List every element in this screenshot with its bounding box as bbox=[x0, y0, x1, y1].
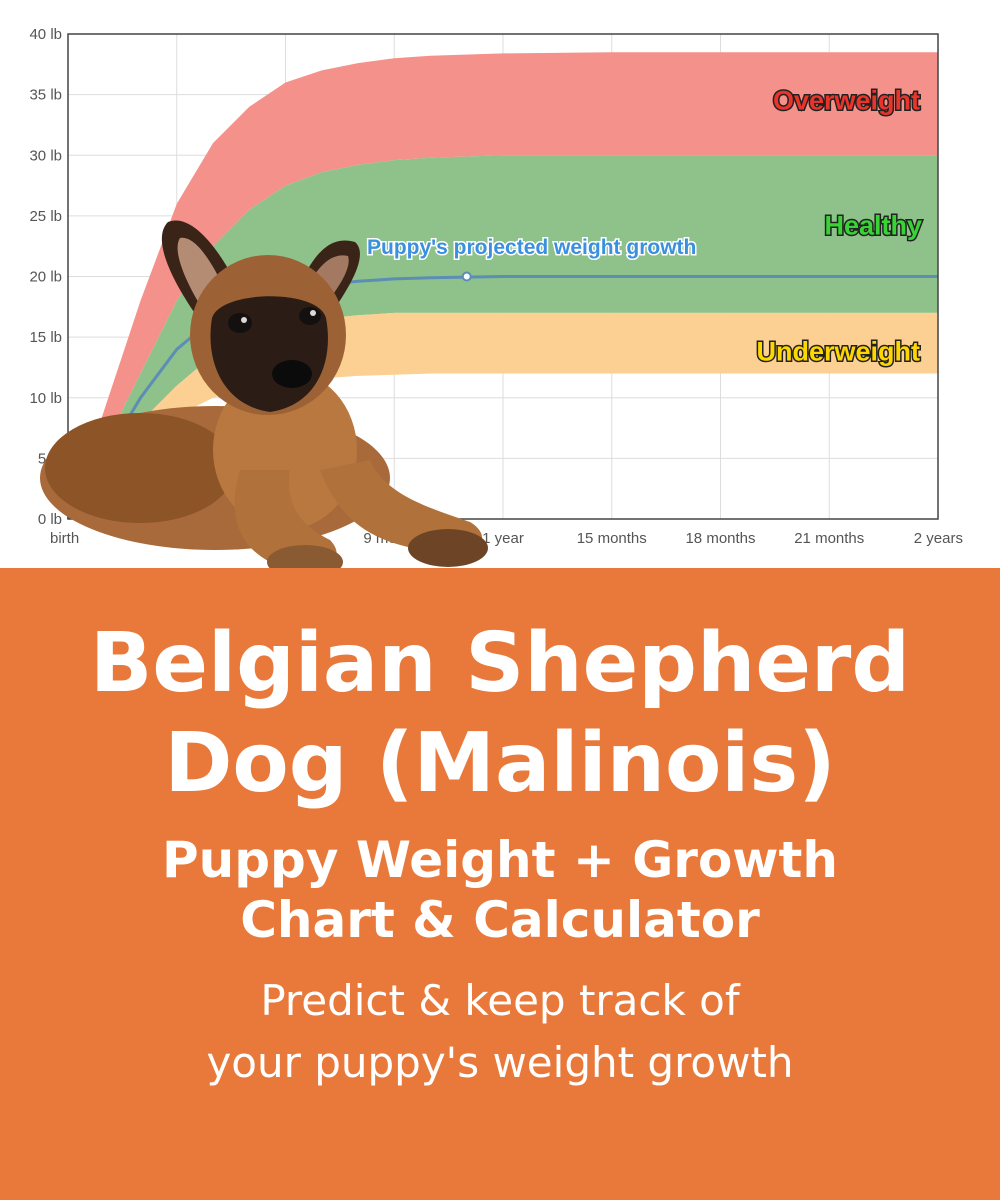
y-tick-label: 15 lb bbox=[29, 329, 62, 346]
puppy-back-shade bbox=[45, 413, 235, 523]
puppy-nose bbox=[272, 360, 312, 388]
title-line-2: Dog (Malinois) bbox=[164, 716, 836, 811]
band-label-underweight: Underweight bbox=[756, 336, 920, 366]
band-label-healthy: Healthy bbox=[824, 210, 922, 240]
band-labels: Overweight Healthy Underweight bbox=[755, 84, 924, 368]
y-tick-label: 30 lb bbox=[29, 147, 62, 164]
x-tick-label: 21 months bbox=[794, 530, 864, 547]
subtitle-line-1: Puppy Weight + Growth bbox=[162, 831, 838, 889]
puppy-left-paw bbox=[267, 545, 343, 570]
band-healthy bbox=[68, 155, 938, 520]
projection-marker bbox=[461, 271, 472, 282]
puppy-left-eye-shine bbox=[241, 317, 247, 323]
puppy-right-paw bbox=[408, 529, 488, 567]
tagline-line-1: Predict & keep track of bbox=[260, 976, 740, 1025]
y-tick-label: 25 lb bbox=[29, 208, 62, 225]
puppy-right-eye-shine bbox=[310, 310, 316, 316]
puppy-left-eye bbox=[228, 313, 252, 333]
page-tagline: Predict & keep track of your puppy's wei… bbox=[0, 970, 1000, 1094]
subtitle-line-2: Chart & Calculator bbox=[240, 891, 760, 949]
x-tick-label: 2 years bbox=[914, 530, 963, 547]
title-banner: Belgian Shepherd Dog (Malinois) Puppy We… bbox=[0, 568, 1000, 1200]
x-tick-label: 1 year bbox=[482, 530, 524, 547]
projection-label: Puppy's projected weight growth bbox=[367, 236, 696, 259]
band-label-overweight: Overweight bbox=[773, 85, 920, 115]
band-overweight bbox=[68, 52, 938, 519]
puppy-left-leg bbox=[234, 470, 337, 570]
projection-line bbox=[66, 275, 938, 520]
y-tick-label: 0 lb bbox=[38, 511, 62, 528]
tagline-line-2: your puppy's weight growth bbox=[206, 1038, 794, 1087]
y-tick-label: 40 lb bbox=[29, 26, 62, 43]
belgian-malinois-puppy-icon bbox=[40, 220, 488, 570]
y-tick-label: 35 lb bbox=[29, 87, 62, 104]
y-tick-label: 10 lb bbox=[29, 390, 62, 407]
page-title: Belgian Shepherd Dog (Malinois) bbox=[0, 614, 1000, 814]
y-tick-label: 20 lb bbox=[29, 269, 62, 286]
puppy-right-eye bbox=[299, 307, 321, 325]
title-line-1: Belgian Shepherd bbox=[89, 616, 911, 711]
x-tick-label: 18 months bbox=[685, 530, 755, 547]
plot-frame bbox=[67, 33, 939, 520]
x-tick-label: 15 months bbox=[577, 530, 647, 547]
x-tick-label: birth bbox=[50, 530, 79, 547]
page-subtitle: Puppy Weight + Growth Chart & Calculator bbox=[0, 830, 1000, 950]
projection-series bbox=[66, 271, 938, 520]
